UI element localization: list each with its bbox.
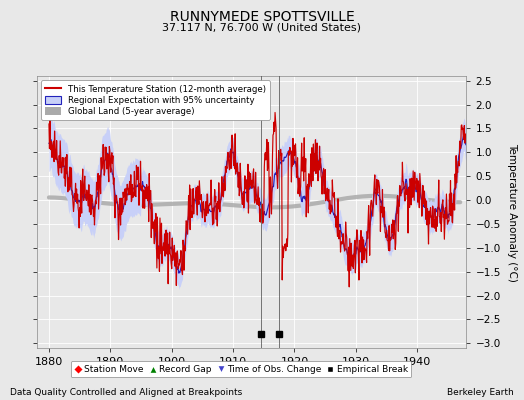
Text: Data Quality Controlled and Aligned at Breakpoints: Data Quality Controlled and Aligned at B… bbox=[10, 388, 243, 397]
Text: Berkeley Earth: Berkeley Earth bbox=[447, 388, 514, 397]
Legend: Station Move, Record Gap, Time of Obs. Change, Empirical Break: Station Move, Record Gap, Time of Obs. C… bbox=[71, 361, 411, 378]
Legend: This Temperature Station (12-month average), Regional Expectation with 95% uncer: This Temperature Station (12-month avera… bbox=[41, 80, 270, 120]
Text: RUNNYMEDE SPOTTSVILLE: RUNNYMEDE SPOTTSVILLE bbox=[170, 10, 354, 24]
Y-axis label: Temperature Anomaly (°C): Temperature Anomaly (°C) bbox=[507, 142, 517, 282]
Text: 37.117 N, 76.700 W (United States): 37.117 N, 76.700 W (United States) bbox=[162, 22, 362, 32]
